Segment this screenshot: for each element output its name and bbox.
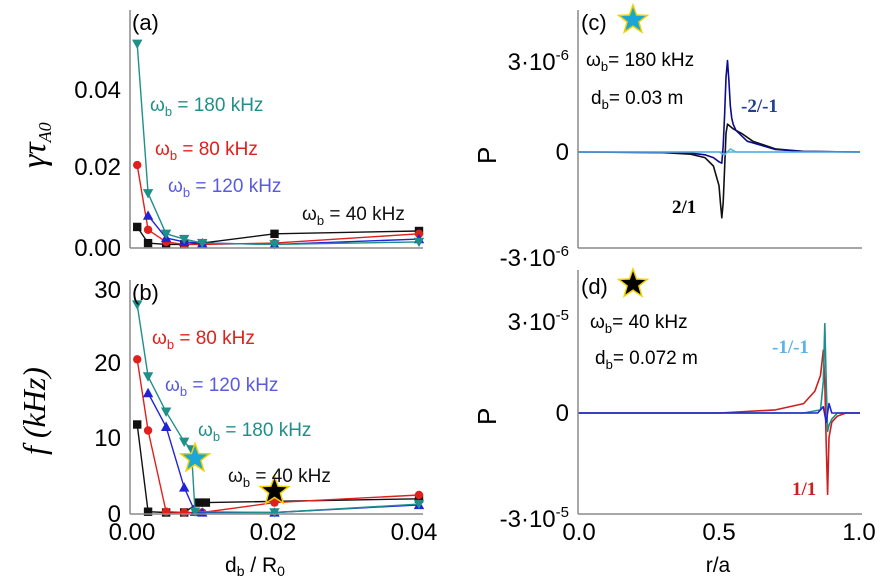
data-point-a-0-5 <box>270 229 279 239</box>
data-point-a-3-1 <box>142 189 154 199</box>
data-point-b-1-3 <box>179 508 189 517</box>
panel-c-mode-neg: 2/1 <box>672 197 696 218</box>
data-point-b-3-3 <box>178 437 190 447</box>
panel-c-ylabel: P <box>472 147 502 164</box>
data-point-a-1-6 <box>414 229 424 239</box>
panel-d: (d) 3·10-5 0 -3·10-5 P 0.0 0.5 1.0 r/a ω… <box>472 266 876 577</box>
data-point-b-2-1 <box>160 421 172 431</box>
data-point-b-3-5 <box>189 507 201 517</box>
panel-c: (c) 3·10-6 0 -3·10-6 P ωb= 180 kHz db= 0… <box>472 2 862 272</box>
series-line-d-1 <box>578 322 860 433</box>
data-point-b-0-4 <box>194 498 203 507</box>
data-point-a-3-5 <box>269 240 280 250</box>
data-point-a-3-4 <box>197 238 208 249</box>
legend-b-80: ωb = 80 kHz <box>152 328 255 352</box>
data-point-b-0-0 <box>133 420 142 429</box>
legend-a-120: ωb = 120 kHz <box>168 176 281 200</box>
panel-a-tag: (a) <box>132 10 159 35</box>
data-point-a-0-0 <box>133 222 142 232</box>
panel-c-ytick-2: 0 <box>556 139 569 166</box>
panel-b-ytick-3: 20 <box>94 350 121 377</box>
panel-c-db: db= 0.03 m <box>591 88 683 112</box>
panel-c-star <box>616 2 650 34</box>
series-line-b-2 <box>147 392 420 514</box>
panel-d-tag: (d) <box>581 274 608 299</box>
data-point-a-3-6 <box>413 237 425 248</box>
data-point-a-3-3 <box>178 234 190 245</box>
legend-a-40: ωb = 40 kHz <box>302 204 405 228</box>
panel-b-xtick-3: 0.04 <box>391 519 438 546</box>
panel-d-db: db= 0.072 m <box>595 348 698 372</box>
data-point-a-2-0 <box>142 210 154 220</box>
series-line-c-1 <box>577 59 861 164</box>
data-point-b-3-0 <box>132 300 143 310</box>
star-marker-b-0 <box>178 441 212 473</box>
panel-d-mode-neg: 1/1 <box>792 479 816 500</box>
data-point-b-3-1 <box>142 372 154 382</box>
data-point-b-1-5 <box>270 498 279 507</box>
panel-c-tag: (c) <box>581 10 607 35</box>
panel-b-ylabel: f (kHz) <box>16 367 52 455</box>
series-line-d-2 <box>578 402 860 424</box>
data-point-b-3-2 <box>160 407 172 417</box>
panel-a-ytick-1: 0.00 <box>74 235 121 262</box>
panel-c-omega: ωb= 180 kHz <box>586 50 694 74</box>
data-point-b-2-2 <box>178 482 190 492</box>
panel-b-ytick-2: 10 <box>94 425 121 452</box>
panel-d-mode-pos: -1/-1 <box>772 337 809 358</box>
panel-c-mode-pos: -2/-1 <box>741 96 778 117</box>
panel-b-xtick-2: 0.02 <box>250 519 297 546</box>
panel-d-ytick-1: 3·10-5 <box>508 307 569 336</box>
panel-c-plot <box>577 59 861 219</box>
data-point-a-1-1 <box>143 225 153 234</box>
series-line-d-0 <box>578 349 860 496</box>
panel-b-xlabel: db / R0 <box>225 554 285 579</box>
data-point-a-3-2 <box>160 229 172 240</box>
panel-b-ytick-4: 30 <box>94 277 121 304</box>
data-point-b-0-5 <box>201 498 211 507</box>
panel-b-tag: (b) <box>132 280 159 305</box>
panel-d-xtick-1: 0.0 <box>562 519 595 546</box>
series-line-c-2 <box>578 148 860 156</box>
panel-d-xtick-3: 1.0 <box>842 519 875 546</box>
data-point-b-1-6 <box>414 490 424 500</box>
legend-b-180: ωb = 180 kHz <box>198 420 311 444</box>
panel-c-ytick-1: 3·10-6 <box>508 47 569 76</box>
panel-a-plot <box>132 39 425 250</box>
data-point-a-3-0 <box>132 39 143 49</box>
panel-a-ytick-2: 0.02 <box>74 154 121 181</box>
panel-d-star <box>616 266 650 298</box>
panel-a-ylabel: γτA0 <box>16 122 55 168</box>
data-point-b-1-1 <box>143 426 153 435</box>
legend-b-120: ωb = 120 kHz <box>165 375 278 399</box>
legend-a-80: ωb = 80 kHz <box>155 139 258 163</box>
data-point-b-1-0 <box>133 355 142 364</box>
data-point-b-3-7 <box>413 499 425 510</box>
data-point-b-3-6 <box>269 508 280 518</box>
series-line-c-0 <box>577 123 861 219</box>
panel-b-ytick-1: 0 <box>108 501 121 528</box>
panel-d-ytick-2: 0 <box>556 400 569 427</box>
panel-b-xtick-1: 0.00 <box>109 519 156 546</box>
panel-b: (b) 0 10 20 30 0.00 0.02 0.04 f (kHz) db… <box>16 277 437 579</box>
panel-d-ylabel: P <box>472 408 502 425</box>
panel-d-plot <box>578 322 860 496</box>
star-marker-b-1 <box>258 473 291 506</box>
panel-b-plot <box>132 300 425 518</box>
panel-a: (a) 0.00 0.02 0.04 γτA0 ωb = 180 kHz ωb … <box>16 10 425 262</box>
panel-a-ytick-3: 0.04 <box>74 77 121 104</box>
data-point-b-2-0 <box>142 387 154 398</box>
legend-b-40: ωb = 40 kHz <box>228 466 331 490</box>
data-point-b-0-1 <box>143 507 153 516</box>
legend-a-180: ωb = 180 kHz <box>150 95 263 119</box>
data-point-a-0-1 <box>143 238 153 248</box>
panel-d-ytick-3: -3·10-5 <box>500 504 569 533</box>
panel-d-xlabel: r/a <box>706 554 731 577</box>
panel-d-omega: ωb= 40 kHz <box>590 312 688 336</box>
data-point-a-1-0 <box>133 160 142 170</box>
panel-d-xtick-2: 0.5 <box>702 519 735 546</box>
panel-c-ytick-3: -3·10-6 <box>500 243 569 272</box>
